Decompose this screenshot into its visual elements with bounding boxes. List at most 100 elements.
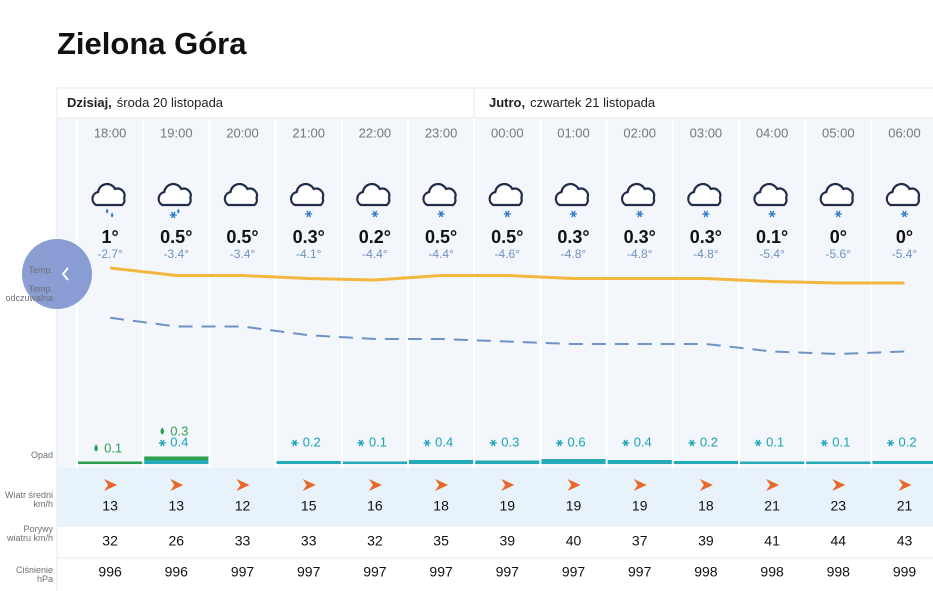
wind-gusts: 35 <box>433 533 449 549</box>
pressure: 998 <box>694 564 718 580</box>
snowflake <box>821 439 827 447</box>
feels-like: -4.6° <box>495 247 521 261</box>
column-bg <box>210 118 275 468</box>
weather-icon <box>488 182 523 207</box>
precip-bar <box>78 461 143 464</box>
snowflake <box>557 439 562 447</box>
wind-arrow <box>368 479 382 491</box>
feels-like: -3.4° <box>230 247 256 261</box>
wind-speed: 23 <box>831 498 847 514</box>
precip-bar <box>806 461 871 464</box>
snowflake <box>504 210 510 218</box>
wind-speed: 19 <box>566 498 582 514</box>
column-bg <box>607 118 672 468</box>
column-bg <box>144 118 209 468</box>
day-header: Dzisiaj, środa 20 listopada <box>67 95 223 110</box>
snowflake <box>438 210 444 218</box>
snow-amount: 0.4 <box>435 434 453 449</box>
row-label: Ciśnienie hPa <box>15 565 53 584</box>
precip-bar <box>872 461 933 464</box>
pressure: 997 <box>562 564 586 580</box>
wind-speed: 12 <box>235 498 251 514</box>
raindrop <box>94 444 98 452</box>
wind-gusts: 26 <box>169 533 185 549</box>
raindrop <box>160 427 165 435</box>
hour-label: 05:00 <box>822 125 855 140</box>
snowflake <box>637 210 643 218</box>
temperature: 0.5° <box>491 227 523 247</box>
wind-arrow <box>501 479 515 491</box>
wind-speed: 21 <box>897 498 913 514</box>
wind-gusts: 40 <box>566 533 582 549</box>
temperature: 0.3° <box>293 227 325 247</box>
snow-amount: 0.2 <box>700 434 718 449</box>
pressure: 999 <box>893 564 917 580</box>
day-header: Jutro, czwartek 21 listopada <box>489 95 655 110</box>
wind-gusts: 32 <box>102 533 118 549</box>
weather-icon <box>356 182 391 207</box>
snow-amount: 0.4 <box>170 434 188 449</box>
wind-speed: 21 <box>764 498 780 514</box>
feels-like: -4.4° <box>362 247 388 261</box>
wind-speed: 13 <box>102 498 118 514</box>
row-label: Opad <box>30 450 53 460</box>
snow-amount: 0.1 <box>832 434 850 449</box>
feels-like: -5.4° <box>759 247 785 261</box>
wind-arrow <box>832 479 846 491</box>
temperature: 0.3° <box>690 227 722 247</box>
weather-icon <box>91 182 126 207</box>
snowflake <box>689 439 695 447</box>
wind-arrow <box>104 479 118 491</box>
snowflake <box>571 210 576 218</box>
pressure: 997 <box>628 564 652 580</box>
precip-bar <box>475 460 540 464</box>
hour-label: 18:00 <box>94 125 127 140</box>
snow-amount: 0.3 <box>501 434 519 449</box>
precip-bar <box>409 460 474 464</box>
row-label: Wiatr średni km/h <box>4 490 53 509</box>
snowflake <box>623 439 629 447</box>
temperature: 0.3° <box>624 227 656 247</box>
column-bg <box>475 118 540 468</box>
wind-arrow <box>633 479 647 491</box>
precip-bar <box>607 460 672 464</box>
hour-label: 01:00 <box>557 125 590 140</box>
column-bg <box>673 118 738 468</box>
wind-gusts: 39 <box>698 533 714 549</box>
snow-amount: 0.6 <box>568 434 586 449</box>
snowflake <box>424 439 430 447</box>
temp-line <box>109 266 905 285</box>
wind-arrow <box>766 479 780 491</box>
feels-like: -3.4° <box>164 247 190 261</box>
wind-band <box>57 468 933 526</box>
snow-amount: 0.2 <box>303 434 321 449</box>
weather-icon <box>885 182 921 207</box>
weather-icon <box>422 182 457 207</box>
row-label: Temp. odczuwalna <box>5 284 53 303</box>
precip-bar <box>541 459 606 464</box>
temperature: 0.5° <box>226 227 258 247</box>
column-bg <box>342 118 407 468</box>
wind-speed: 18 <box>698 498 714 514</box>
day-date: środa 20 listopada <box>116 95 224 110</box>
feels-like: -4.4° <box>428 247 454 261</box>
wind-gusts: 33 <box>235 533 251 549</box>
feels-like: -5.6° <box>826 247 852 261</box>
snowflake <box>835 210 841 218</box>
feels-like: -4.8° <box>627 247 653 261</box>
wind-arrow <box>170 479 184 491</box>
feels-like: -4.8° <box>693 247 719 261</box>
hour-label: 04:00 <box>756 125 789 140</box>
column-bg <box>872 118 933 468</box>
rain-amount: 0.1 <box>104 440 122 455</box>
precip-bar <box>144 456 209 460</box>
snow-amount: 0.4 <box>634 434 652 449</box>
scroll-left-button[interactable] <box>22 239 92 309</box>
wind-speed: 15 <box>301 498 317 514</box>
snowflake <box>755 439 761 447</box>
column-bg <box>409 118 474 468</box>
wind-gusts: 44 <box>831 533 847 549</box>
temperature: 0.5° <box>160 227 192 247</box>
hour-label: 19:00 <box>160 125 193 140</box>
